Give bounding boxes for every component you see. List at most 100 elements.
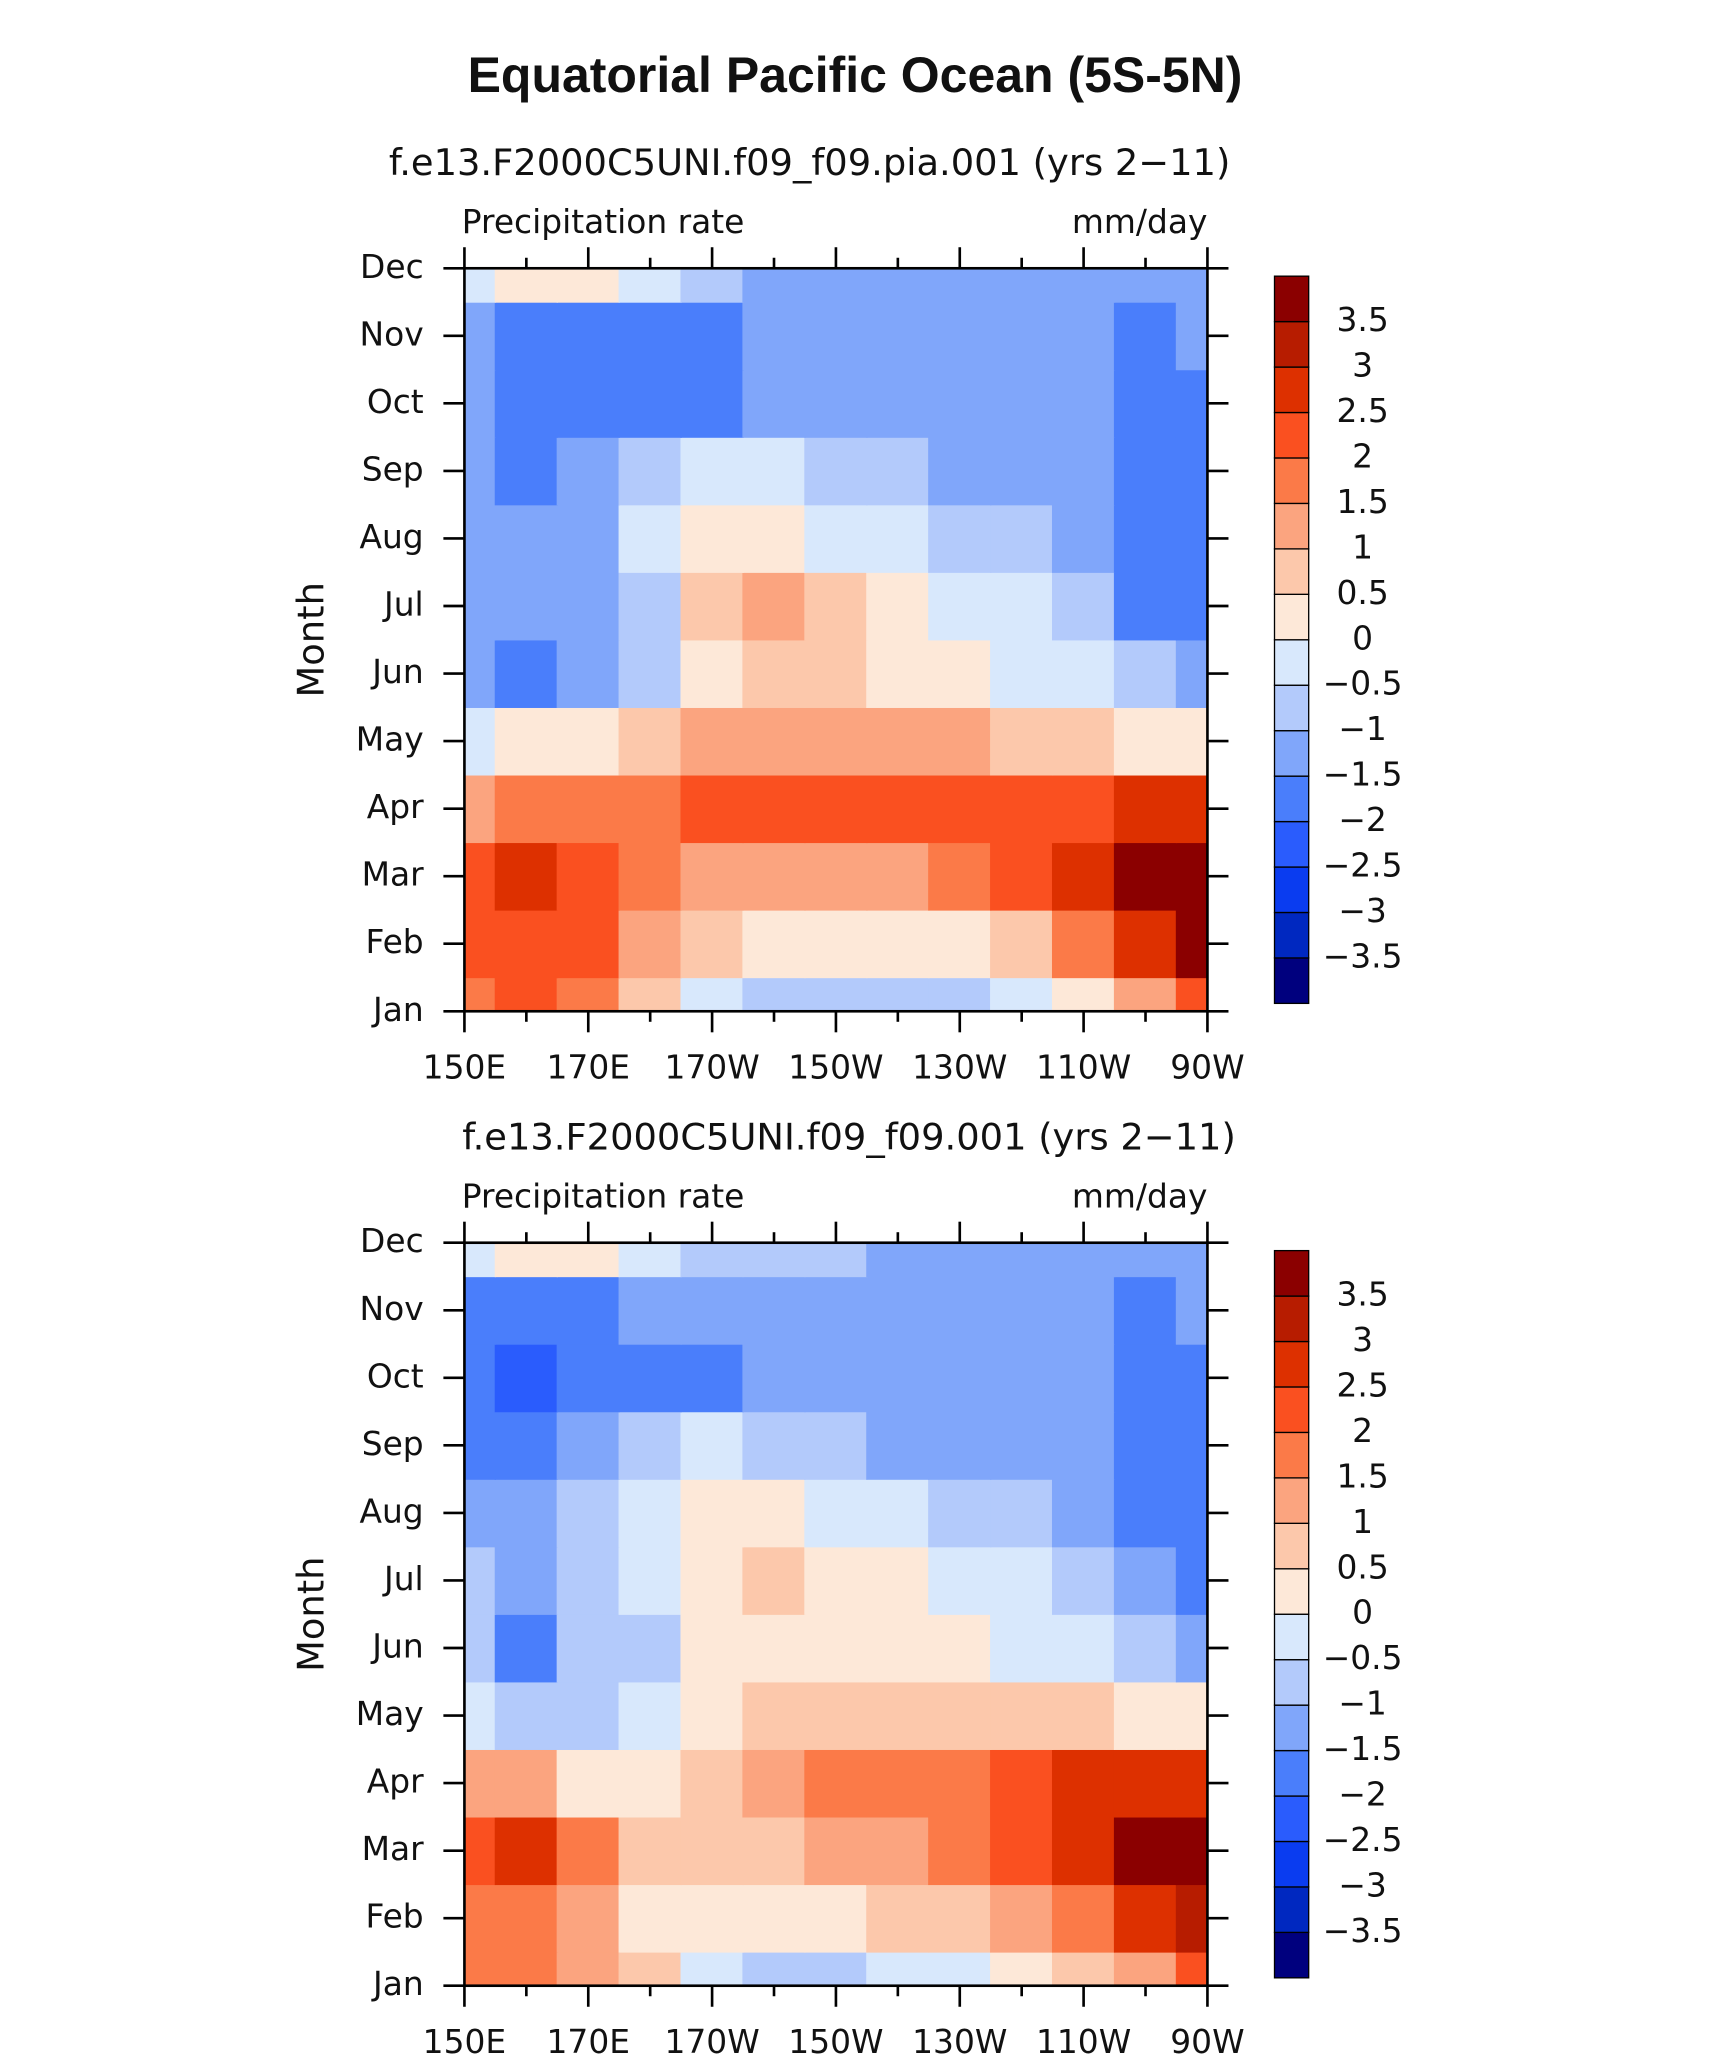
contour-cell [1051,639,1116,708]
colorbar-label: −2.5 [1323,846,1403,885]
x-tick-label: 130W [912,1048,1007,1087]
colorbar-label: 1.5 [1336,482,1388,521]
contour-cell [1113,1478,1178,1548]
contour-cell [866,368,930,438]
contour-cell [1175,1242,1208,1278]
contour-cell [742,1951,806,1986]
contour-cell [866,268,930,303]
contour-cell [680,571,744,641]
contour-cell [494,571,558,641]
contour-cell [866,571,930,641]
contour-cell [1051,1816,1116,1886]
y-tick-label: Sep [362,449,424,488]
contour-cell [680,706,744,776]
contour-cell [742,909,806,979]
contour-cell [1051,1275,1116,1345]
contour-cell [494,1242,558,1278]
contour-cell [618,1242,682,1278]
contour-cell [494,1816,558,1886]
contour-cell [1113,1613,1178,1683]
contour-cell [1175,639,1208,708]
y-tick-label: Apr [367,787,424,826]
colorbar-box [1273,684,1310,732]
x-tick-label: 150E [423,1048,506,1087]
contour-cell [866,1681,930,1750]
contour-cell [556,909,620,979]
panel-title: f.e13.F2000C5UNI.f09_f09.001 (yrs 2−11) [462,1115,1236,1158]
contour-cell [1051,368,1116,438]
contour-cell [1051,976,1116,1012]
y-axis-label: Month [290,582,333,697]
contour-cell [928,1546,992,1615]
contour-cell [1175,1681,1208,1750]
contour-cell [1051,1748,1116,1818]
contour-cell [1113,301,1178,371]
contour-cell [618,1343,682,1413]
contour-cell [804,774,868,844]
contour-cell [556,1883,620,1953]
contour-cell [1113,1242,1178,1278]
contour-cell [928,1242,992,1278]
colorbar-box [1273,366,1310,414]
contour-cell [990,1681,1054,1750]
colorbar-box [1273,1340,1310,1388]
x-tick-label: 110W [1036,1048,1131,1087]
contour-cell [866,1410,930,1480]
contour-cell [618,1410,682,1480]
colorbar-box [1273,502,1310,550]
contour-cell [928,1681,992,1750]
colorbar-box [1273,1886,1310,1934]
contour-cell [928,1816,992,1886]
contour-cell [618,1816,682,1886]
contour-cell [494,1546,558,1615]
contour-cell [866,1883,930,1953]
contour-cell [804,706,868,776]
contour-cell [1175,909,1208,979]
contour-cell [618,436,682,506]
left-label: Precipitation rate [462,1177,745,1216]
contour-cell [866,639,930,708]
contour-cell [866,976,930,1012]
contour-cell [804,1410,868,1480]
contour-cell [866,1546,930,1615]
colorbar-label: 1.5 [1336,1456,1388,1495]
contour-cell [866,774,930,844]
colorbar-label: 3.5 [1336,1275,1388,1314]
contour-cell [742,1681,806,1750]
contour-cell [990,504,1054,573]
x-tick-label: 170W [664,1048,759,1087]
contour-cell [464,436,497,506]
colorbar-label: 2.5 [1336,391,1388,430]
contour-cell [680,1816,744,1886]
contour-cell [464,1883,497,1953]
contour-cell [990,571,1054,641]
contour-cell [464,1951,497,1986]
x-tick-label: 90W [1170,1048,1244,1087]
x-tick-label: 130W [912,2022,1007,2061]
y-tick-label: Jun [370,652,423,691]
y-tick-label: Jul [382,1559,424,1598]
contour-cell [1051,301,1116,371]
colorbar-label: 0.5 [1336,573,1388,612]
contour-cell [742,1242,806,1278]
contour-cell [464,1410,497,1480]
contour-cell [556,1748,620,1818]
contour-cell [866,909,930,979]
panel-title: f.e13.F2000C5UNI.f09_f09.pia.001 (yrs 2−… [389,141,1230,184]
colorbar-box [1273,1795,1310,1843]
y-tick-label: Jan [371,990,424,1029]
colorbar-box [1273,1613,1310,1661]
contour-cell [1175,571,1208,641]
contour-cell [990,1343,1054,1413]
contour-cell [1175,1343,1208,1413]
contour-cell [990,1275,1054,1345]
contour-cell [866,1275,930,1345]
contour-cell [990,368,1054,438]
contour-cell [990,706,1054,776]
contour-cell [494,639,558,708]
contour-cell [680,1343,744,1413]
contour-cell [618,1951,682,1986]
contour-cell [556,268,620,303]
colorbar-label: −1.5 [1323,1729,1403,1768]
contour-cell [1113,639,1178,708]
